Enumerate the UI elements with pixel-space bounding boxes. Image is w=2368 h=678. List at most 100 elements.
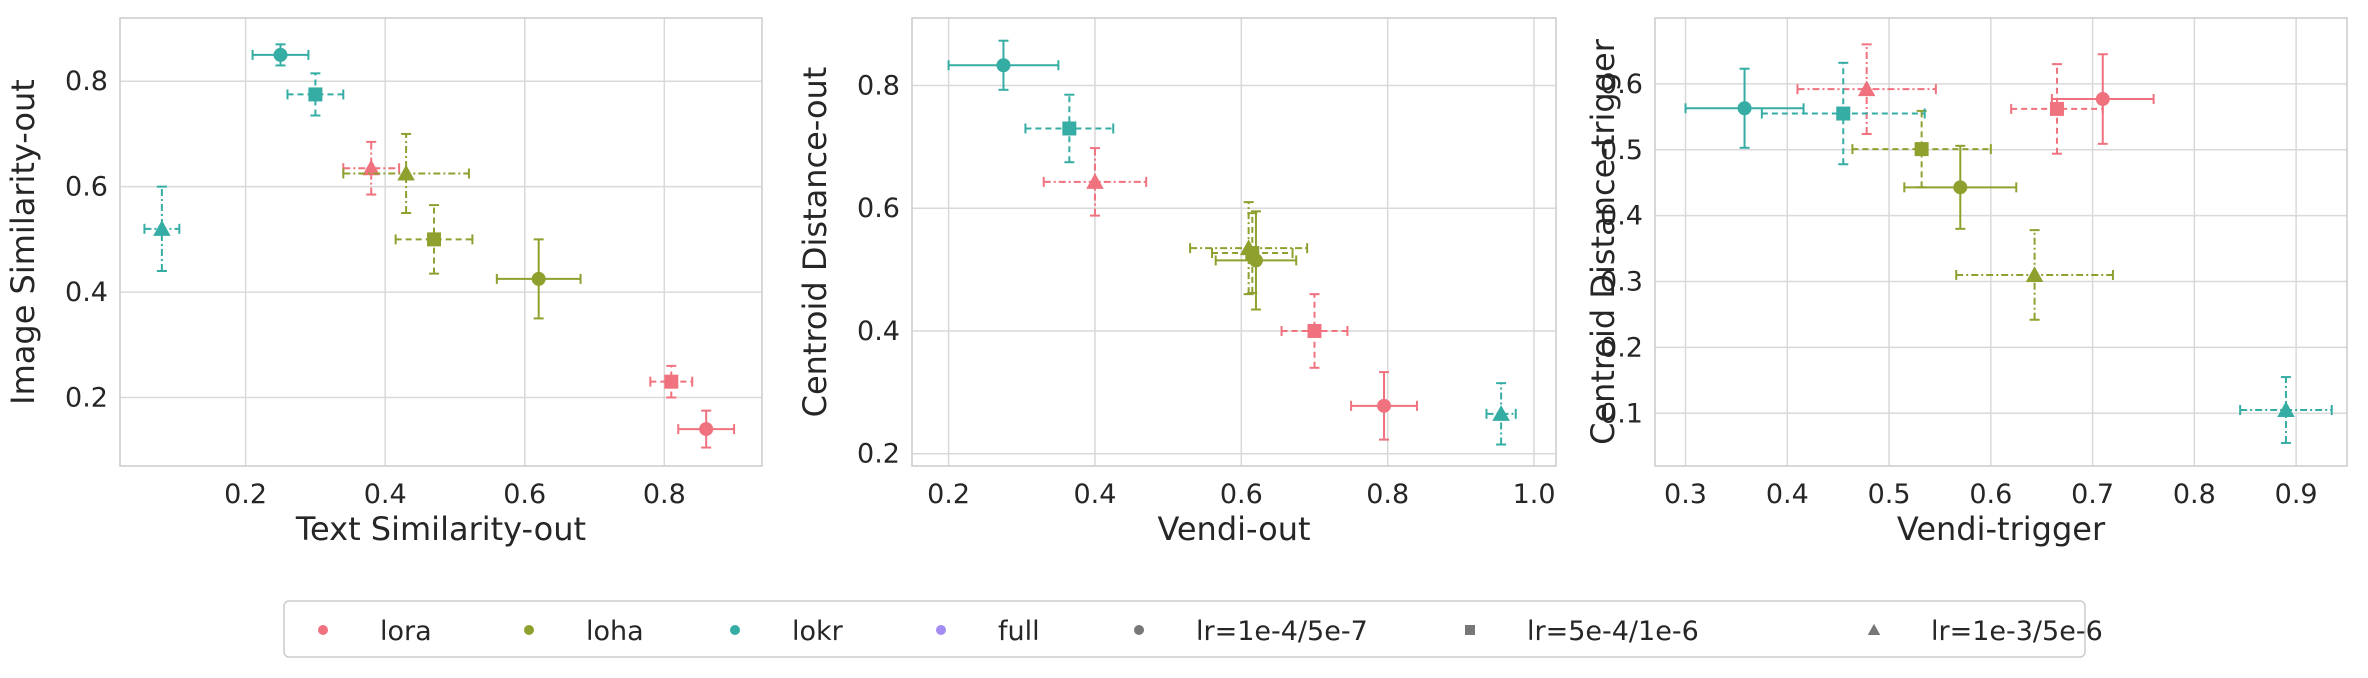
legend-marker-circle <box>936 625 946 635</box>
legend-item-full: full <box>936 616 1040 647</box>
x-tick-label: 0.4 <box>364 479 407 510</box>
marker-circle <box>1377 398 1392 413</box>
marker-square <box>1836 106 1851 121</box>
x-tick-label: 0.4 <box>1766 479 1809 510</box>
marker-triangle <box>362 159 380 176</box>
legend-label: lr=5e-4/1e-6 <box>1527 616 1699 647</box>
x-tick-label: 0.5 <box>1868 479 1911 510</box>
marker-circle <box>996 58 1011 73</box>
marker-square <box>1062 121 1077 136</box>
x-axis-label: Vendi-out <box>1157 510 1310 548</box>
x-axis-label: Text Similarity-out <box>295 510 586 548</box>
legend-marker-circle <box>730 625 740 635</box>
marker-circle <box>531 271 546 286</box>
legend-label: full <box>998 616 1040 647</box>
legend-items: lora loha lokr full lr=1e-4/5e-7 lr=5e-4/1e-6… <box>318 616 2103 647</box>
data-point-lora-square <box>2010 63 2104 155</box>
data-point-lokr-circle <box>251 43 310 67</box>
x-axis-label: Vendi-trigger <box>1897 510 2106 548</box>
data-point-lokr-triangle <box>143 185 181 272</box>
scatter-panel-3: 0.3 0.4 0.5 0.6 0.7 0.8 0.90.10.20.30.40.50.6V… <box>1584 17 2348 548</box>
marker-triangle <box>1492 405 1510 421</box>
marker-triangle <box>1857 80 1876 97</box>
y-axis-label: Centroid Distance-out <box>796 67 834 418</box>
y-tick-label: 0.2 <box>857 439 900 470</box>
y-tick-label: 0.6 <box>65 172 108 203</box>
data-point-lokr-triangle <box>1485 382 1517 446</box>
data-point-loha-circle <box>495 238 582 320</box>
legend-marker-circle <box>524 625 534 635</box>
data-point-lora-circle <box>2050 53 2155 145</box>
marker-circle <box>1737 101 1752 116</box>
legend-item-lora: lora <box>318 616 432 647</box>
y-tick-label: 0.6 <box>1600 69 1643 100</box>
marker-square <box>664 374 679 389</box>
y-tick-label: 0.3 <box>1600 267 1643 298</box>
legend-item-lr-1e-3-5e-6: lr=1e-3/5e-6 <box>1867 616 2103 647</box>
data-point-lora-circle <box>1350 371 1418 441</box>
y-tick-label: 0.4 <box>1600 201 1643 232</box>
data-point-lokr-square <box>286 72 345 117</box>
y-tick-label: 0.2 <box>65 382 108 413</box>
scatter-panel-1: 0.2 0.4 0.6 0.8 0.2 0.4 0.6 0.8 Text Similarity-… <box>4 17 763 548</box>
x-tick-label: 0.6 <box>503 479 546 510</box>
x-tick-label: 0.8 <box>2173 479 2216 510</box>
x-tick-label: 0.4 <box>1073 479 1116 510</box>
y-tick-label: 0.6 <box>857 193 900 224</box>
marker-circle <box>699 422 714 437</box>
legend-marker-square <box>1465 625 1475 635</box>
plot-area <box>912 18 1556 466</box>
data-point-loha-square <box>1851 109 1992 189</box>
x-tick-label: 0.2 <box>927 479 970 510</box>
data-point-lora-square <box>1280 293 1349 369</box>
plot-frame <box>1654 17 2348 467</box>
legend-item-lr-1e-4-5e-7: lr=1e-4/5e-7 <box>1134 616 1368 647</box>
y-tick-label: 0.2 <box>1600 332 1643 363</box>
marker-square <box>427 232 442 247</box>
data-point-lokr-square <box>1760 61 1926 166</box>
x-tick-label: 0.9 <box>2275 479 2318 510</box>
y-tick-label: 0.4 <box>857 316 900 347</box>
scatter-panel-2: 0.2 0.4 0.6 0.8 1.0 0.2 0.4 0.6 0.8 Vendi-out Cent… <box>796 17 1557 548</box>
marker-triangle <box>153 220 171 236</box>
data-point-loha-square <box>394 204 474 275</box>
legend: lora loha lokr full lr=1e-4/5e-7 lr=5e-4/1e-6… <box>283 600 2103 658</box>
data-point-loha-triangle <box>1189 201 1309 296</box>
x-tick-label: 0.2 <box>224 479 267 510</box>
x-tick-label: 0.7 <box>2071 479 2114 510</box>
x-tick-label: 0.3 <box>1664 479 1707 510</box>
data-point-lora-triangle <box>1796 43 1937 135</box>
chart-panels: 0.2 0.4 0.6 0.8 0.2 0.4 0.6 0.8 Text Similarity-… <box>4 17 2348 548</box>
marker-triangle <box>1086 173 1104 189</box>
plot-frame <box>119 17 763 467</box>
marker-triangle <box>1239 239 1258 256</box>
legend-marker-circle <box>1134 625 1144 635</box>
plot-frame <box>911 17 1557 467</box>
x-tick-label: 1.0 <box>1513 479 1556 510</box>
data-point-lora-circle <box>677 409 736 449</box>
data-point-lora-triangle <box>1042 147 1148 217</box>
y-tick-label: 0.1 <box>1600 398 1643 429</box>
marker-circle <box>273 47 288 62</box>
data-point-lora-square <box>649 364 694 399</box>
legend-marker-circle <box>318 625 328 635</box>
data-point-lokr-triangle <box>2239 376 2333 444</box>
data-point-lokr-circle <box>1684 67 1805 149</box>
y-axis-label: Centroid Distance-trigger <box>1584 38 1622 445</box>
marker-triangle <box>2025 266 2044 282</box>
y-axis-label: Image Similarity-out <box>4 79 42 405</box>
legend-marker-triangle <box>1867 623 1881 635</box>
y-tick-label: 0.5 <box>1600 135 1643 166</box>
marker-square <box>1307 323 1322 338</box>
data-point-lokr-square <box>1024 93 1115 164</box>
legend-item-lokr: lokr <box>730 616 844 647</box>
marker-square <box>1914 142 1929 157</box>
marker-circle <box>1953 180 1968 195</box>
x-tick-label: 0.8 <box>643 479 686 510</box>
legend-label: lora <box>380 616 432 647</box>
y-tick-label: 0.8 <box>65 66 108 97</box>
legend-label: lr=1e-4/5e-7 <box>1196 616 1368 647</box>
marker-square <box>2049 101 2064 116</box>
legend-label: lr=1e-3/5e-6 <box>1931 616 2103 647</box>
